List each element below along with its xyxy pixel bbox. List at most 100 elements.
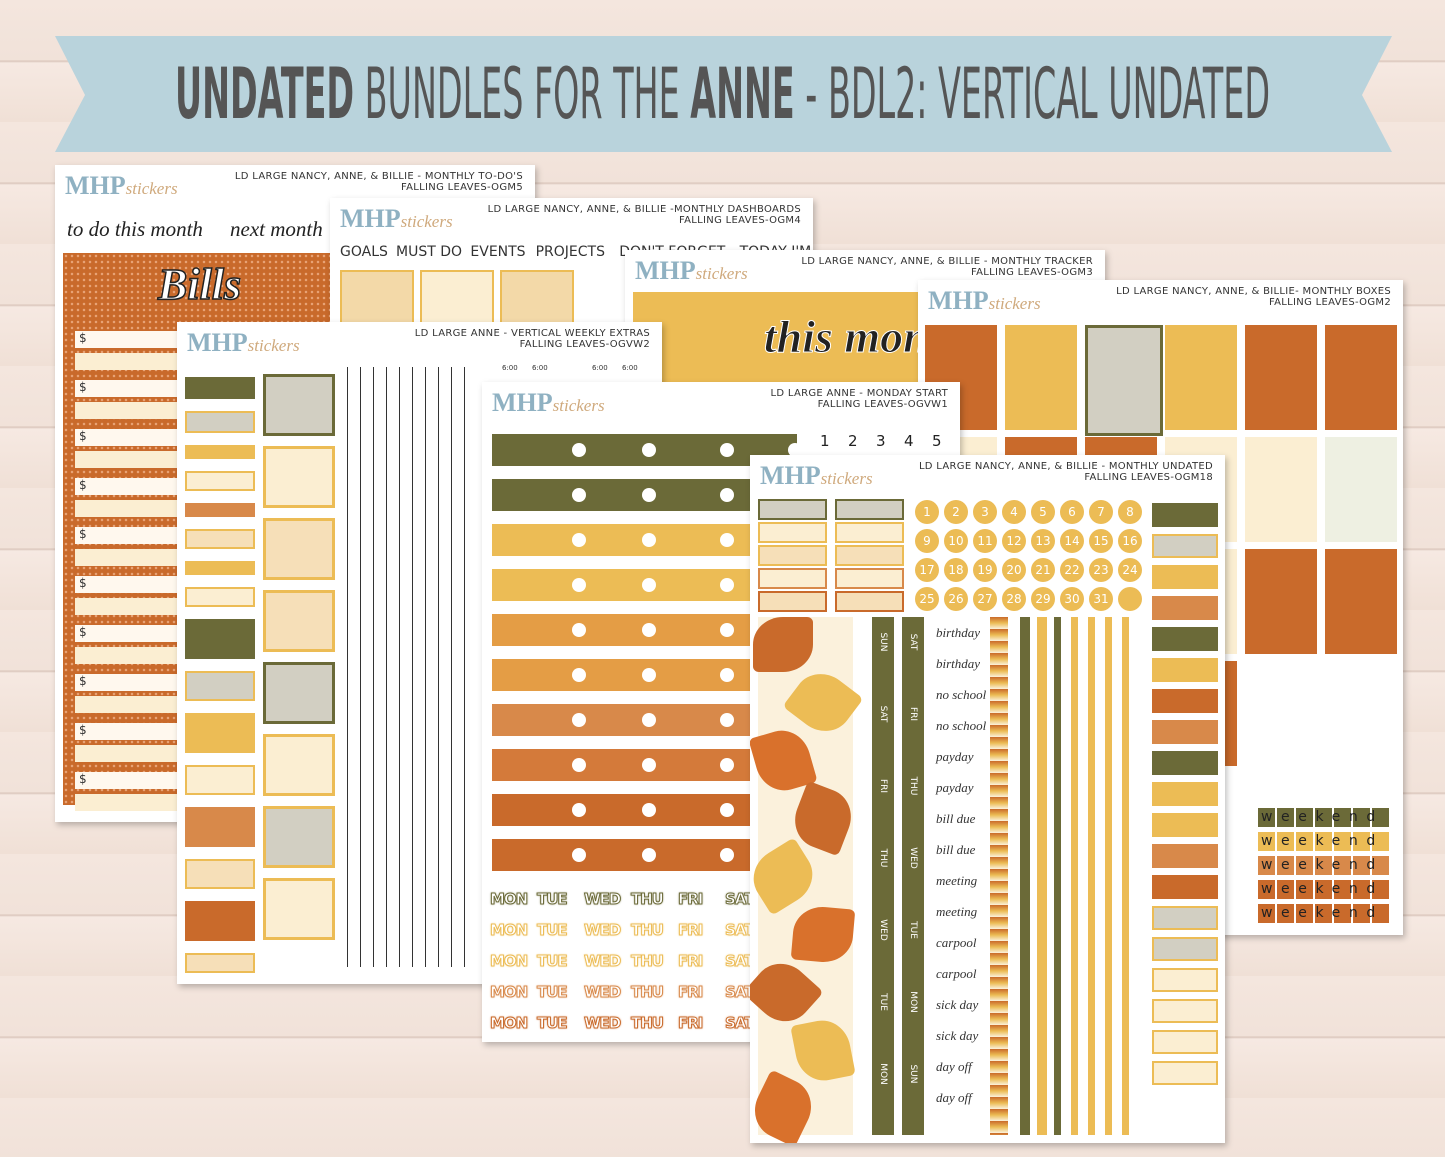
- right-sticker: [1152, 782, 1218, 806]
- banner-text: weekend: [1261, 881, 1384, 897]
- flag: [1353, 808, 1370, 827]
- day-strip: SUN SAT FRI THU WED TUE MON: [872, 617, 894, 1135]
- right-sticker: [1152, 503, 1218, 527]
- bar: [492, 434, 802, 466]
- label: next month: [230, 217, 323, 241]
- flag: [1258, 904, 1275, 923]
- strip-day: SAT: [878, 705, 888, 723]
- number-circle: 13: [1031, 529, 1055, 553]
- right-sticker: [1152, 596, 1218, 620]
- number-circle: 26: [944, 587, 968, 611]
- word: meeting: [936, 873, 978, 888]
- day-label: THU: [631, 983, 665, 1002]
- day-label: TUE: [537, 921, 569, 940]
- box: [1245, 549, 1317, 654]
- day-label: FRI: [677, 983, 703, 1002]
- title-part: UNDATED: [175, 53, 354, 135]
- day-label: WED: [583, 983, 621, 1002]
- day-label: TUE: [537, 1014, 569, 1033]
- flag: [1334, 832, 1351, 851]
- dot: [572, 758, 586, 772]
- flag: [1277, 832, 1294, 851]
- dot: [642, 713, 656, 727]
- strip-day: SUN: [908, 1064, 918, 1084]
- sticker: [185, 445, 255, 459]
- day-label: TUE: [537, 890, 569, 909]
- word: sick day: [936, 1028, 979, 1043]
- number-circle: 8: [1118, 500, 1142, 524]
- flag: [1334, 808, 1351, 827]
- day-label: MON: [489, 1014, 528, 1033]
- label-box: [758, 591, 827, 612]
- sheet-code: FALLING LEAVES-OGM18: [1084, 472, 1213, 483]
- leaf: [790, 904, 856, 965]
- flag: [1315, 808, 1332, 827]
- stripe: [1105, 617, 1112, 1135]
- day-label: WED: [583, 890, 621, 909]
- dot: [642, 668, 656, 682]
- right-sticker: [1152, 844, 1218, 868]
- word: sick day: [936, 997, 979, 1012]
- number-circle: 16: [1118, 529, 1142, 553]
- bar: [492, 569, 802, 601]
- day-label: MON: [489, 983, 528, 1002]
- box: [1005, 325, 1077, 430]
- number-circle: 5: [1031, 500, 1055, 524]
- label-box: [835, 591, 904, 612]
- dot: [572, 668, 586, 682]
- flag: [1334, 856, 1351, 875]
- sheet-code: FALLING LEAVES-OGM2: [1269, 297, 1391, 308]
- strip-day: MON: [878, 1063, 888, 1085]
- day-label: SAT: [724, 1014, 755, 1033]
- currency: $: [79, 429, 87, 443]
- dot: [642, 758, 656, 772]
- dot: [720, 758, 734, 772]
- strip-day: TUE: [878, 993, 888, 1011]
- strip-day: SUN: [878, 632, 888, 652]
- brand-text: MHP: [65, 171, 126, 200]
- box: [263, 446, 335, 508]
- dot: [572, 488, 586, 502]
- tab: GOALS: [340, 244, 388, 260]
- word: meeting: [936, 904, 978, 919]
- number: 3: [876, 432, 886, 450]
- dot: [720, 848, 734, 862]
- number-circle: 24: [1118, 558, 1142, 582]
- right-sticker: [1152, 658, 1218, 682]
- strip-day: SAT: [908, 633, 918, 651]
- flag: [1258, 808, 1275, 827]
- flag: [1353, 880, 1370, 899]
- number-circle: 12: [1002, 529, 1026, 553]
- bar: [492, 794, 802, 826]
- currency: $: [79, 723, 87, 737]
- tab: PROJECTS: [535, 244, 605, 260]
- flag: [1277, 904, 1294, 923]
- brand: MHPstickers: [492, 388, 605, 418]
- number-circle: 19: [973, 558, 997, 582]
- sticker: [185, 953, 255, 973]
- sticker: [185, 671, 255, 701]
- sheet-title: LD LARGE NANCY, ANNE, & BILLIE - MONTHLY…: [234, 171, 523, 182]
- flag: [1277, 880, 1294, 899]
- day-label: WED: [583, 1014, 621, 1033]
- brand-text: stickers: [988, 294, 1041, 313]
- brand-text: MHP: [492, 388, 553, 417]
- day-label: SAT: [724, 921, 755, 940]
- time: 6:00: [622, 364, 638, 372]
- number-circle: 20: [1002, 558, 1026, 582]
- word: carpool: [936, 935, 977, 950]
- currency: $: [79, 380, 87, 394]
- label-box: [758, 499, 827, 520]
- brand-text: stickers: [400, 212, 453, 231]
- day-label: WED: [583, 952, 621, 971]
- number-circle: 7: [1089, 500, 1113, 524]
- brand-text: MHP: [760, 461, 821, 490]
- flag: [1315, 832, 1332, 851]
- day-label: MON: [489, 952, 528, 971]
- banner-text: weekend: [1261, 905, 1384, 921]
- dot: [572, 623, 586, 637]
- right-sticker: [1152, 751, 1218, 775]
- flag: [1258, 832, 1275, 851]
- sticker: [185, 765, 255, 795]
- sheet-title: LD LARGE NANCY, ANNE, & BILLIE -MONTHLY …: [487, 204, 801, 215]
